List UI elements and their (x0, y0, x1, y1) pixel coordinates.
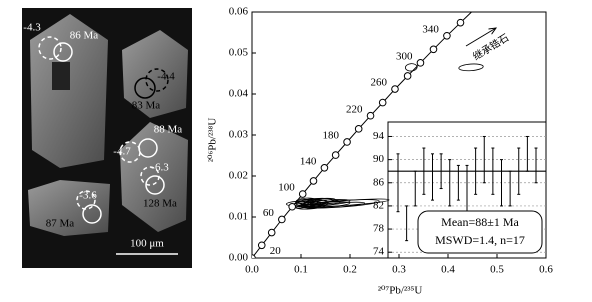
spot (119, 141, 141, 163)
y-tick-label: 0.05 (229, 47, 249, 59)
stats-label: Mean=88±1 Ma (441, 215, 519, 229)
spot (82, 204, 102, 224)
age-label: 140 (300, 155, 317, 167)
y-tick-label: 94 (373, 130, 385, 142)
concordia-marker (416, 59, 425, 67)
concordia-marker (403, 72, 412, 80)
spot (134, 77, 156, 99)
x-tick-label: 0.5 (490, 264, 504, 276)
cl-panel: 100 μm (22, 8, 192, 268)
y-axis-label: ²⁰⁶Pb/²³⁸U (207, 118, 219, 163)
concordia-marker (309, 177, 318, 185)
concordia-marker (366, 111, 375, 120)
concordia-marker (443, 31, 451, 40)
error-ellipse (404, 63, 418, 72)
spot-label: 128 Ma (143, 198, 177, 210)
zircon-grain (30, 14, 108, 168)
spot (76, 190, 96, 210)
age-label: 220 (346, 103, 363, 115)
spot (140, 166, 160, 186)
spot-label: -4.4 (157, 71, 175, 83)
age-label: 340 (422, 23, 439, 35)
x-tick-label: 0.4 (441, 264, 455, 276)
spot (145, 175, 165, 195)
spot (145, 68, 169, 92)
y-tick-label: 74 (373, 246, 385, 258)
concordia-marker (298, 190, 307, 198)
concordia-marker (288, 202, 296, 211)
concordia-marker (429, 45, 438, 54)
zircon-core (52, 62, 70, 90)
arrow (465, 28, 496, 47)
y-tick-label: 0.03 (229, 129, 249, 141)
concordia-marker (378, 98, 387, 107)
spot-label: 87 Ma (46, 218, 75, 230)
age-label: 260 (370, 77, 387, 89)
scale-bar-label: 100 μm (130, 238, 164, 250)
concordia-marker (331, 151, 340, 159)
x-tick-label: 0.3 (392, 264, 406, 276)
concordia-marker (343, 138, 351, 146)
age-label: 60 (263, 207, 275, 219)
error-ellipse (458, 63, 484, 72)
spot-label: -6.3 (151, 162, 169, 174)
concordia-marker (456, 18, 465, 27)
error-ellipse (305, 201, 366, 209)
stats-box (417, 210, 543, 254)
spot-label: 86 Ma (70, 30, 99, 42)
y-tick-label: 82 (373, 199, 384, 211)
spot-label: -4.3 (23, 22, 41, 34)
spot-label: -4.7 (113, 146, 131, 158)
y-tick-label: 0.06 (229, 6, 249, 18)
error-ellipse (300, 199, 341, 207)
x-tick-label: 0.0 (245, 264, 259, 276)
age-label: 20 (270, 245, 282, 257)
concordia-marker (320, 164, 329, 172)
concordia-marker (252, 254, 256, 258)
y-tick-label: 0.01 (229, 211, 248, 223)
y-tick-label: 90 (373, 153, 385, 165)
y-tick-label: 0.00 (229, 252, 249, 264)
x-tick-label: 0.1 (294, 264, 308, 276)
spot (38, 36, 62, 60)
concordia-marker (354, 125, 363, 133)
spot-label: 83 Ma (132, 100, 161, 112)
y-tick-label: 78 (373, 223, 385, 235)
x-tick-label: 0.6 (539, 264, 553, 276)
y-tick-label: 0.04 (229, 88, 249, 100)
spot-label: -3.6 (79, 190, 97, 202)
y-tick-label: 0.02 (229, 170, 248, 182)
y-tick-label: 86 (373, 176, 385, 188)
concordia-extension (460, 12, 473, 24)
plot-area (252, 12, 484, 258)
age-label: 180 (323, 130, 340, 142)
stats-label: MSWD=1.4, n=17 (435, 233, 525, 247)
concordia-marker (257, 241, 266, 250)
concordia-marker (391, 85, 399, 93)
error-ellipse (303, 201, 324, 208)
spot (53, 42, 73, 62)
spot-label: 88 Ma (154, 124, 183, 136)
age-label: 100 (278, 182, 295, 194)
x-tick-label: 0.2 (343, 264, 357, 276)
concordia-marker (267, 228, 276, 237)
spots (38, 36, 169, 224)
annotation: 继承锆石 (470, 31, 511, 63)
x-axis-label: ²⁰⁷Pb/²³⁵U (378, 285, 423, 297)
age-label: 300 (396, 50, 413, 62)
zircon-grain (120, 122, 188, 232)
concordia-marker (278, 215, 286, 224)
